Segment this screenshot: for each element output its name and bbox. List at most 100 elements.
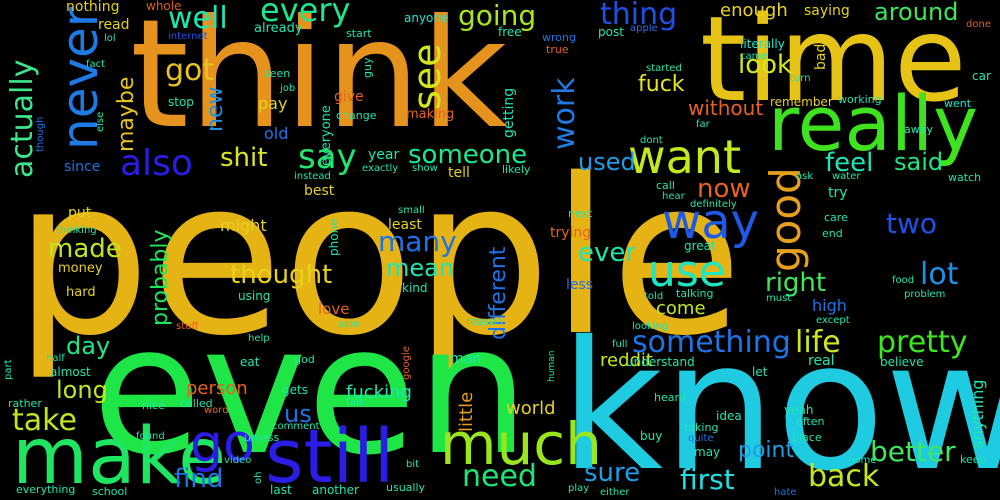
word: used — [578, 148, 636, 176]
word: least — [388, 217, 422, 233]
word: told — [644, 291, 664, 302]
word: world — [506, 398, 556, 419]
word: right — [765, 268, 827, 298]
word: else — [95, 111, 106, 132]
word: whole — [146, 0, 182, 13]
word: old — [264, 124, 289, 143]
word: hard — [66, 285, 96, 300]
word: little — [456, 391, 477, 432]
word: far — [696, 119, 710, 130]
word: fuck — [638, 72, 685, 97]
word: hate — [774, 487, 797, 498]
word: video — [224, 455, 252, 466]
word: thought — [230, 260, 333, 290]
word: long — [56, 376, 108, 404]
word: literally — [740, 37, 785, 51]
word: real — [808, 353, 835, 369]
word: without — [688, 96, 764, 120]
word: maybe — [114, 76, 139, 152]
word: stop — [168, 95, 194, 109]
word: people — [14, 132, 743, 383]
word: water — [832, 171, 861, 182]
word: love — [318, 300, 350, 318]
word: guy — [361, 57, 374, 78]
word: thing — [600, 0, 678, 32]
word: instead — [294, 171, 331, 182]
word: oh — [253, 471, 264, 484]
word: talking — [676, 287, 714, 300]
word: change — [336, 109, 377, 122]
word: better — [870, 435, 956, 468]
word: fucking — [346, 382, 412, 403]
word: taking — [684, 421, 719, 434]
word: nothing — [66, 0, 120, 15]
word: make — [12, 412, 227, 500]
word: said — [894, 148, 944, 176]
word: went — [944, 97, 972, 110]
word: say — [298, 137, 357, 177]
word: god — [294, 353, 315, 366]
word: part — [3, 359, 14, 380]
word: see — [405, 43, 449, 110]
word: fact — [86, 59, 106, 70]
word: yeah — [784, 403, 814, 417]
word: really — [768, 79, 979, 168]
word: also — [120, 143, 193, 184]
word: watch — [948, 171, 982, 184]
word: word — [204, 405, 229, 416]
word: almost — [50, 365, 91, 379]
word: let — [752, 365, 768, 379]
word: may — [694, 445, 721, 459]
word: gets — [282, 383, 308, 397]
word: everything — [16, 483, 76, 496]
word: person — [186, 378, 248, 399]
word: got — [165, 53, 215, 88]
word: new — [203, 86, 228, 132]
word: likely — [502, 163, 531, 176]
word: time — [700, 0, 967, 128]
word: ask — [796, 171, 814, 182]
word: look — [738, 50, 793, 80]
word: job — [280, 83, 296, 94]
word: something — [632, 325, 791, 360]
word: bad — [813, 43, 829, 70]
word: might — [220, 216, 267, 235]
word: true — [546, 43, 569, 56]
word: full — [612, 339, 628, 350]
word: bit — [406, 459, 420, 470]
word: half — [46, 353, 65, 364]
word: turn — [790, 73, 811, 84]
word: school — [92, 485, 128, 498]
word: great — [684, 239, 716, 253]
word: take — [12, 403, 77, 438]
word: google — [401, 346, 412, 380]
word: us — [284, 400, 312, 428]
word: many — [378, 225, 457, 258]
word: year — [368, 147, 400, 163]
word: called — [180, 397, 213, 410]
word: go — [190, 414, 255, 474]
word: money — [58, 261, 103, 276]
word: apple — [630, 23, 658, 34]
word: put — [68, 205, 92, 221]
word: try — [828, 185, 848, 201]
word: human — [547, 350, 557, 382]
word: since — [64, 159, 101, 175]
word: food — [892, 275, 915, 286]
word: found — [136, 431, 165, 442]
word: still — [265, 414, 395, 500]
word: started — [646, 63, 682, 74]
word: back — [808, 459, 880, 494]
word: call — [656, 179, 675, 192]
word: pay — [258, 94, 288, 113]
word: trying — [550, 225, 592, 241]
word: though — [35, 116, 46, 152]
word: care — [824, 211, 848, 224]
word: phone — [327, 218, 341, 256]
word: free — [498, 25, 522, 39]
word: exactly — [362, 163, 399, 174]
word: last — [270, 483, 292, 497]
word: seen — [264, 67, 291, 80]
word: two — [886, 207, 938, 240]
